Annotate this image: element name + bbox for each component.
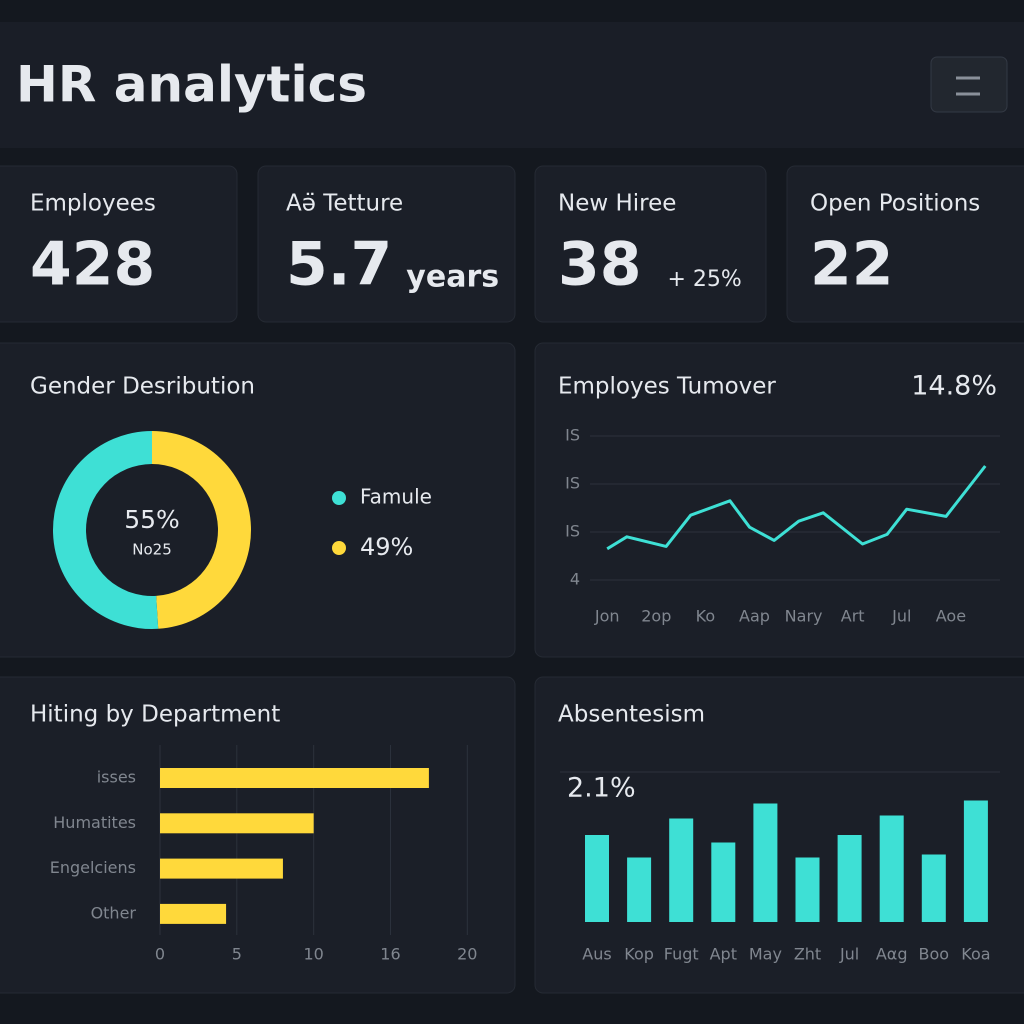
x-tick-label: Art [841,607,865,626]
kpi-label: Employees [30,191,156,217]
x-tick-label: Aap [739,607,770,626]
kpi-card [534,165,767,323]
line-series [606,465,987,551]
x-tick-label: Kop [624,945,654,964]
x-tick-label: Aus [582,945,611,964]
kpi-unit: years [406,260,499,295]
x-tick-label: Jul [839,945,859,964]
legend-label: Famule [360,485,432,509]
kpi-label: New Hiree [558,191,676,217]
kpi-card [0,165,238,323]
x-tick-label: Aαg [876,945,908,964]
panel [534,342,1024,658]
kpi-label: Open Positions [810,191,980,217]
bar [963,800,988,922]
donut-segment [53,431,159,629]
y-tick-label: isses [97,768,136,787]
header-bar [0,22,1024,148]
donut-center-sub: No25 [132,541,172,559]
headline-value: 14.8% [911,371,997,402]
x-tick-label: 5 [232,945,242,964]
menu-button[interactable] [930,56,1008,113]
y-tick-label: IS [565,474,580,493]
x-tick-label: Jul [891,607,911,626]
x-tick-label: 0 [155,945,165,964]
bar [585,835,609,922]
x-tick-label: Zht [794,945,821,964]
donut-center-value: 55% [124,505,180,534]
x-tick-label: May [749,945,782,964]
y-tick-label: Engelciens [50,858,136,877]
kpi-label: Aǝ̈ Tetture [286,191,403,217]
panel-title: Employes Tumover [558,374,776,400]
bar [879,815,904,922]
kpi-value: 22 [810,230,894,300]
bar [627,857,652,922]
panel-title: Hiting by Department [30,702,280,728]
panel [0,342,516,658]
y-tick-label: 4 [570,570,580,589]
legend-swatch [332,491,346,505]
x-tick-label: 16 [380,945,400,964]
x-tick-label: Boo [919,945,950,964]
bar [711,842,736,922]
bar [795,857,820,922]
kpi-value: 38 [558,230,642,300]
x-tick-label: Aoe [936,607,966,626]
legend-swatch [332,541,346,555]
donut-segment [152,431,252,629]
kpi-card [257,165,516,323]
x-tick-label: Fugt [664,945,699,964]
x-tick-label: Nary [785,607,823,626]
x-tick-label: 10 [303,945,323,964]
x-tick-label: Jon [594,607,620,626]
panel-title: Gender Desribution [30,374,255,400]
bar [160,858,283,879]
kpi-delta: + 25% [668,267,742,292]
panel-title: Absentesism [558,702,705,728]
y-tick-label: Other [91,903,137,922]
panel [0,676,516,994]
page-title: HR analytics [16,56,367,114]
bar [160,813,314,834]
x-tick-label: 2op [641,607,671,626]
y-tick-label: IS [565,522,580,541]
bar [753,803,778,922]
x-tick-label: Ko [696,607,715,626]
bar [837,835,862,922]
headline-value: 2.1% [567,773,636,804]
legend-label: 49% [360,533,413,561]
kpi-value: 428 [30,230,155,300]
bar [669,818,694,922]
x-tick-label: 20 [457,945,477,964]
y-tick-label: Humatites [53,813,136,832]
y-tick-label: IS [565,426,580,445]
kpi-value: 5.7 [286,230,392,300]
x-tick-label: Apt [710,945,737,964]
x-tick-label: Koa [961,945,990,964]
bar [160,903,227,924]
kpi-card [786,165,1024,323]
bar [160,768,429,788]
bar [921,854,946,922]
